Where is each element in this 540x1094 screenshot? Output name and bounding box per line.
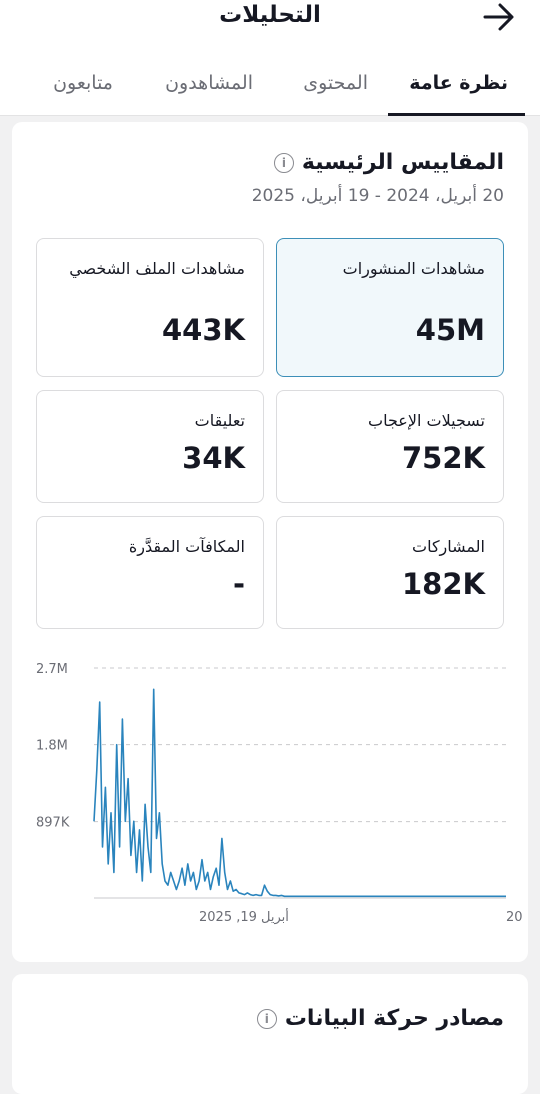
page-title: التحليلات (219, 2, 321, 28)
metric-value: - (232, 567, 245, 601)
tab-viewers[interactable]: المشاهدون (165, 72, 253, 94)
post-views-chart: 2.7M 1.8M 897K أبريل 19, 2025 أبريل 20, 2024 (36, 662, 522, 925)
date-range: 20 أبريل، 2024 - 19 أبريل، 2025 (251, 186, 504, 206)
tab-overview[interactable]: نظرة عامة (409, 72, 508, 94)
traffic-sources-card: مصادر حركة البيانات i (12, 974, 528, 1094)
metric-value: 34K (182, 441, 245, 475)
metric-value: 443K (161, 313, 245, 347)
metric-estimated-rewards[interactable]: المكافآت المقدَّرة - (36, 516, 264, 629)
metric-post-views[interactable]: مشاهدات المنشورات 45M (276, 238, 504, 377)
y-tick-label: 897K (36, 816, 70, 831)
y-tick-label: 1.8M (36, 739, 68, 754)
key-metrics-header: المقاييس الرئيسية i (273, 150, 504, 175)
metric-label: المكافآت المقدَّرة (128, 537, 245, 556)
arrow-right-icon[interactable] (482, 2, 516, 32)
info-icon[interactable]: i (273, 152, 294, 173)
info-icon[interactable]: i (256, 1008, 277, 1029)
key-metrics-card: المقاييس الرئيسية i 20 أبريل، 2024 - 19 … (12, 122, 528, 962)
metric-label: المشاركات (412, 537, 485, 556)
x-tick-label: أبريل 19, 2025 (199, 908, 289, 925)
metric-shares[interactable]: المشاركات 182K (276, 516, 504, 629)
top-bar: التحليلات (0, 0, 540, 58)
metric-label: مشاهدات الملف الشخصي (69, 259, 245, 278)
traffic-sources-header: مصادر حركة البيانات i (256, 1006, 504, 1031)
tab-content[interactable]: المحتوى (303, 72, 368, 94)
metric-value: 45M (415, 313, 485, 347)
tab-bar: نظرة عامة المحتوى المشاهدون متابعون (0, 58, 540, 116)
metric-label: تعليقات (194, 411, 245, 430)
y-tick-label: 2.7M (36, 662, 68, 677)
metric-label: تسجيلات الإعجاب (368, 411, 485, 430)
metric-likes[interactable]: تسجيلات الإعجاب 752K (276, 390, 504, 503)
metric-profile-views[interactable]: مشاهدات الملف الشخصي 443K (36, 238, 264, 377)
traffic-sources-title: مصادر حركة البيانات (284, 1006, 504, 1031)
series-line (93, 688, 506, 898)
x-tick-label: أبريل 20, 2024 (506, 908, 522, 925)
tab-followers[interactable]: متابعون (53, 72, 113, 94)
key-metrics-title: المقاييس الرئيسية (301, 150, 504, 175)
metric-comments[interactable]: تعليقات 34K (36, 390, 264, 503)
metric-value: 752K (401, 441, 485, 475)
metric-value: 182K (401, 567, 485, 601)
metric-label: مشاهدات المنشورات (342, 259, 485, 278)
active-tab-indicator (388, 113, 525, 116)
